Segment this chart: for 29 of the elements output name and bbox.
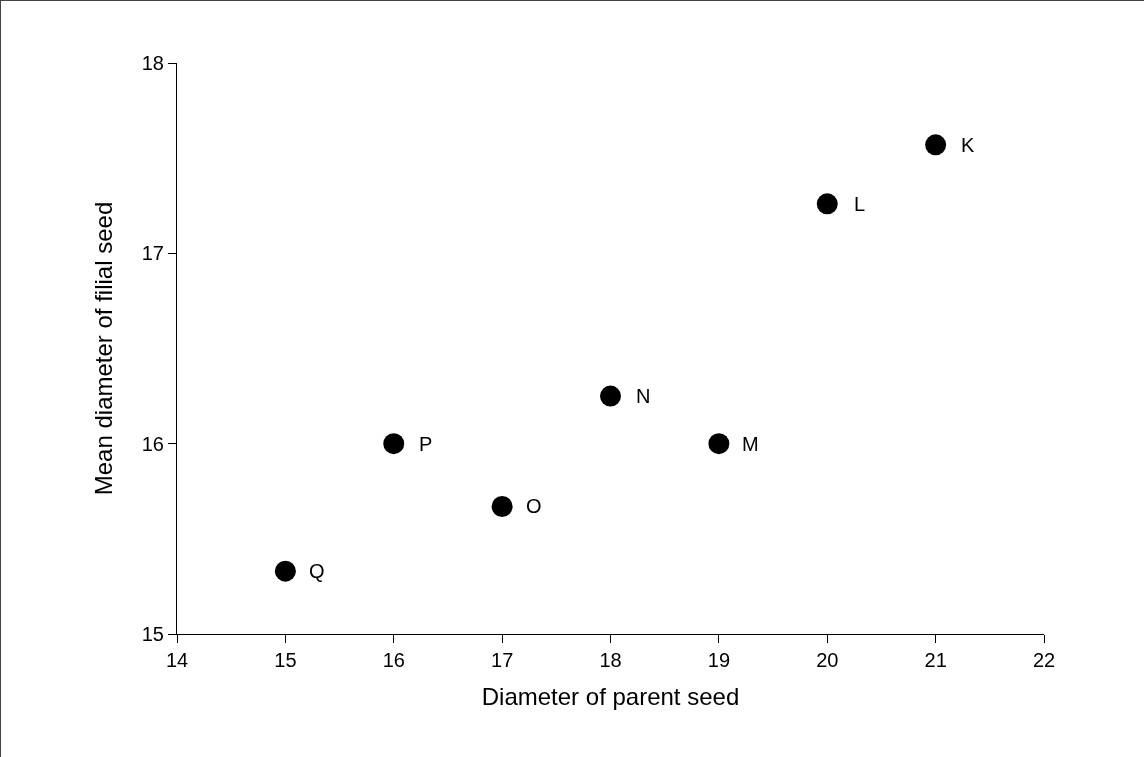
- y-tick-label: 18: [141, 52, 164, 74]
- annotation: P: [419, 433, 433, 455]
- point: [925, 134, 947, 156]
- annotation: Q: [309, 560, 325, 582]
- point: [383, 433, 405, 455]
- point: [708, 433, 730, 455]
- point: [491, 495, 513, 517]
- x-tick-label: 22: [1032, 649, 1056, 671]
- x-tick-label: 14: [165, 649, 189, 671]
- x-tick-label: 17: [491, 649, 514, 671]
- point: [600, 385, 621, 407]
- annotation: N: [636, 385, 651, 407]
- y-axis-title: Mean diameter of filial seed: [89, 201, 117, 496]
- x-axis-title: Diameter of parent seed: [481, 683, 740, 711]
- y-tick-label: 15: [141, 623, 164, 645]
- x-tick-label: 21: [924, 649, 947, 671]
- x-tick-label: 19: [707, 649, 731, 671]
- annotation: O: [526, 495, 542, 517]
- x-tick-label: 16: [382, 649, 405, 671]
- y-tick-label: 16: [141, 432, 164, 455]
- annotation: L: [854, 193, 866, 215]
- point: [816, 193, 838, 215]
- x-tick-label: 15: [274, 649, 297, 671]
- x-tick-label: 18: [599, 649, 622, 671]
- annotation: M: [742, 433, 759, 455]
- annotation: K: [961, 134, 975, 156]
- x-tick-label: 20: [816, 649, 839, 671]
- point: [274, 560, 296, 582]
- y-tick-label: 17: [141, 242, 164, 265]
